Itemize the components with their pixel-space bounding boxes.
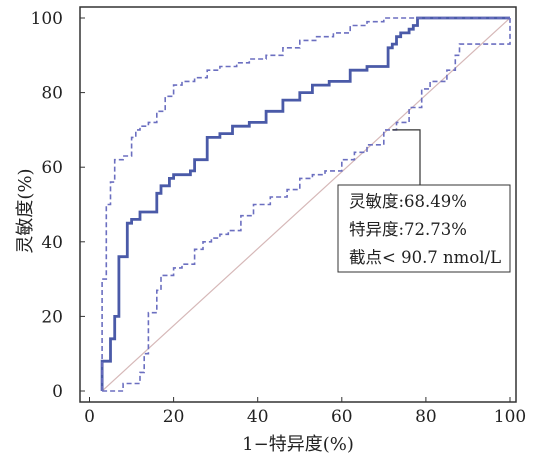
y-axis-title: 灵敏度(%)	[15, 168, 36, 253]
roc-ci-upper-line	[101, 17, 510, 391]
y-tick-label: 0	[52, 382, 63, 402]
x-tick-label: 80	[415, 407, 437, 427]
x-tick-label: 20	[163, 407, 185, 427]
annotation-specificity: 特异度:72.73%	[349, 220, 467, 239]
y-axis-ticks: 0 20 40 60 80 100	[31, 9, 85, 402]
roc-curve-line	[100, 16, 510, 391]
roc-series-group	[100, 16, 511, 392]
y-tick-label: 60	[41, 158, 63, 178]
annotation-leader-line	[392, 129, 421, 185]
x-axis-title: 1−特异度(%)	[242, 434, 354, 455]
annotation-frame	[337, 184, 511, 273]
annotation-sensitivity: 灵敏度:68.49%	[349, 192, 467, 211]
y-tick-label: 40	[41, 233, 63, 253]
reference-diagonal	[101, 17, 511, 392]
x-axis-ticks: 0 20 40 60 80 100	[84, 397, 526, 427]
x-tick-label: 100	[494, 407, 526, 427]
x-tick-label: 60	[331, 407, 353, 427]
y-tick-label: 80	[41, 84, 63, 104]
roc-ci-lower-line	[102, 18, 511, 392]
x-tick-label: 0	[84, 407, 95, 427]
annotation-cutoff: 截点< 90.7 nmol/L	[349, 248, 501, 267]
y-tick-label: 20	[41, 307, 63, 327]
x-tick-label: 40	[247, 407, 269, 427]
plot-frame	[79, 6, 517, 403]
y-tick-label: 100	[31, 9, 63, 29]
annotation-box: 灵敏度:68.49% 特异度:72.73% 截点< 90.7 nmol/L	[337, 184, 511, 273]
